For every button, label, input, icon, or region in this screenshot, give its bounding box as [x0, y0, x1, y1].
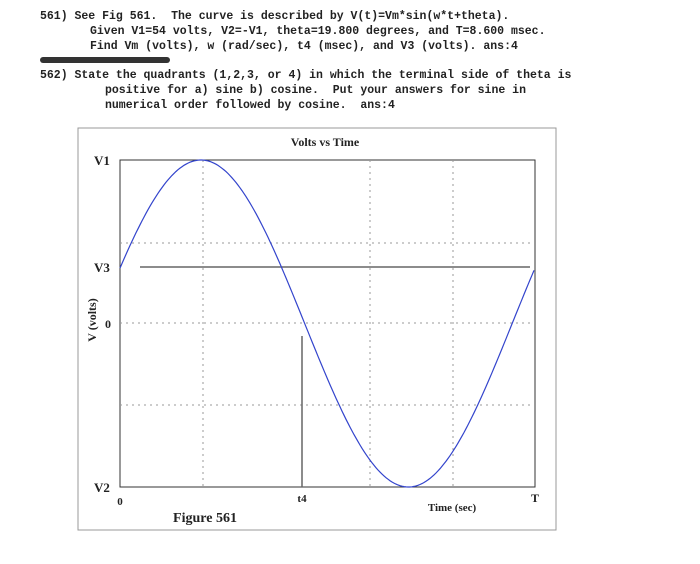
- x-label: T: [531, 491, 539, 505]
- x-label: 0: [117, 496, 123, 508]
- redaction: [40, 57, 170, 63]
- text-line: numerical order followed by cosine. ans:…: [105, 99, 395, 112]
- y-label: V2: [94, 480, 110, 495]
- plot-frame: [119, 159, 536, 488]
- y-axis-title: V (volts): [85, 298, 99, 341]
- x-axis-title: Time (sec): [428, 502, 477, 514]
- y-label: V3: [94, 260, 110, 275]
- text-line: Given V1=54 volts, V2=-V1, theta=19.800 …: [90, 25, 546, 38]
- figure-title: Volts vs Time: [291, 135, 360, 149]
- text-line: Find Vm (volts), w (rad/sec), t4 (msec),…: [90, 40, 518, 53]
- text-line: 561) See Fig 561. The curve is described…: [40, 10, 510, 23]
- text-line: 562) State the quadrants (1,2,3, or 4) i…: [40, 69, 572, 82]
- grid: [120, 160, 535, 487]
- caption: Figure 561: [173, 511, 237, 526]
- x-label: t4: [297, 493, 307, 505]
- figure-frame: [77, 127, 557, 531]
- sine-curve: [119, 159, 535, 488]
- y-label: 0: [105, 317, 111, 331]
- text-line: positive for a) sine b) cosine. Put your…: [105, 84, 526, 97]
- y-label: V1: [94, 153, 110, 168]
